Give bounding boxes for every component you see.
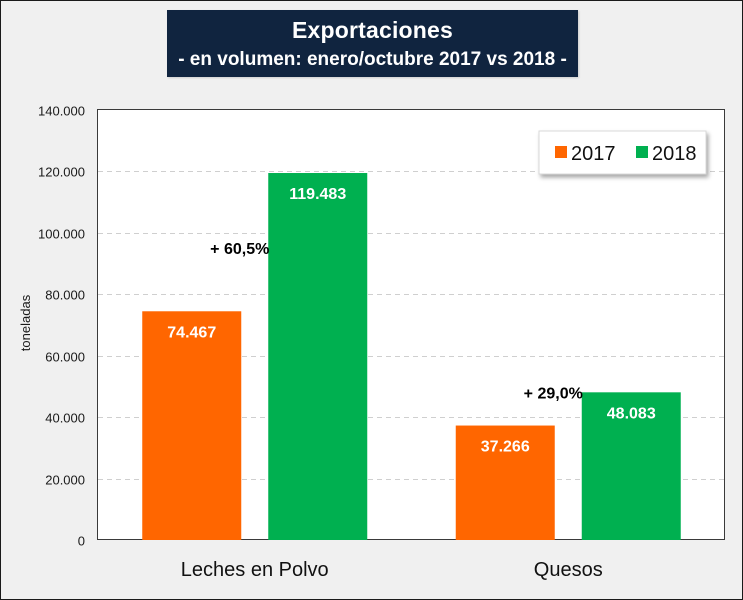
chart-title: Exportaciones — [291, 17, 454, 43]
legend-swatch-2017 — [555, 146, 567, 158]
bar-2017-1 — [455, 425, 555, 540]
y-tick-label: 120.000 — [38, 165, 85, 180]
data-label: 74.467 — [167, 324, 216, 341]
legend-label: 2017 — [571, 143, 616, 165]
y-tick-label: 100.000 — [38, 227, 85, 242]
bar-2018-1 — [581, 392, 681, 540]
y-tick-label: 0 — [78, 534, 85, 549]
y-tick-label: 40.000 — [45, 411, 85, 426]
x-axis-categories: Leches en Polvo Quesos — [181, 559, 603, 581]
legend-label: 2018 — [652, 143, 697, 165]
change-annotation: + 29,0% — [524, 385, 583, 402]
legend-swatch-2018 — [636, 146, 648, 158]
legend: 2017 2018 — [538, 130, 707, 175]
data-label: 37.266 — [481, 439, 530, 456]
chart-title-box: Exportaciones - en volumen: enero/octubr… — [167, 10, 578, 77]
y-axis-ticks: 0 20.000 40.000 60.000 80.000 100.000 120.000 1… — [38, 104, 85, 549]
y-tick-label: 140.000 — [38, 104, 85, 119]
bar-2017-0 — [142, 311, 242, 540]
change-annotation: + 60,5% — [210, 241, 269, 258]
bars: 74.467 119.483 37.266 48.083 — [142, 173, 681, 541]
y-tick-label: 60.000 — [45, 350, 85, 365]
y-axis-label: toneladas — [18, 294, 33, 351]
bar-2018-0 — [268, 173, 368, 541]
y-tick-label: 20.000 — [45, 473, 85, 488]
y-tick-label: 80.000 — [45, 288, 85, 303]
data-label: 48.083 — [607, 405, 656, 422]
data-label: 119.483 — [289, 186, 346, 203]
x-category-label: Quesos — [534, 559, 603, 581]
x-category-label: Leches en Polvo — [181, 559, 329, 581]
chart-subtitle: - en volumen: enero/octubre 2017 vs 2018… — [178, 49, 567, 70]
annotations: + 60,5% + 29,0% — [210, 241, 583, 402]
